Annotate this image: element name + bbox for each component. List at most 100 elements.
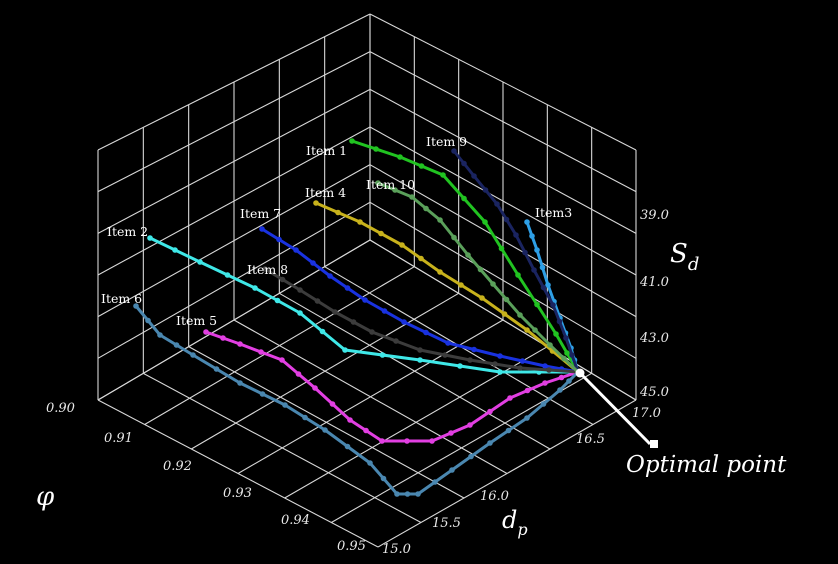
data-point — [313, 200, 319, 206]
phi-tick-label: 0.92 — [163, 459, 192, 474]
data-point — [524, 415, 530, 421]
data-point — [451, 234, 457, 241]
series-item-4 — [313, 200, 580, 374]
data-point — [404, 491, 411, 497]
data-point — [542, 380, 548, 386]
data-point — [220, 335, 226, 341]
data-point — [471, 173, 477, 179]
series-item-5 — [203, 329, 580, 444]
data-point — [479, 295, 485, 301]
data-point — [190, 352, 196, 358]
data-point — [423, 205, 429, 212]
annotation-arrow-head — [650, 440, 658, 448]
data-point — [274, 297, 281, 304]
data-point — [540, 401, 547, 407]
data-point — [501, 311, 508, 317]
data-point — [279, 357, 285, 363]
optimal-point-label: Optimal point — [626, 452, 787, 478]
data-point — [507, 395, 513, 401]
data-point — [322, 427, 328, 433]
data-point — [497, 353, 503, 359]
data-point — [276, 236, 282, 243]
series-item-10 — [375, 180, 580, 374]
grid-line — [369, 51, 637, 193]
data-point — [302, 414, 308, 421]
data-point — [461, 160, 467, 167]
data-point — [494, 201, 500, 207]
data-point — [432, 479, 438, 485]
series-label: Item 9 — [426, 134, 467, 149]
data-point — [350, 319, 357, 325]
data-point — [534, 301, 540, 308]
phi-tick-label: 0.95 — [337, 539, 366, 554]
series-label: Item 10 — [366, 177, 415, 192]
data-point — [524, 327, 530, 333]
data-point — [332, 309, 338, 315]
data-point — [224, 272, 231, 278]
data-point — [442, 352, 448, 358]
data-point — [314, 298, 321, 304]
data-point — [379, 438, 385, 444]
data-point — [540, 284, 547, 291]
data-point — [381, 308, 388, 314]
data-point — [550, 302, 556, 308]
data-point — [157, 332, 163, 338]
data-point — [297, 310, 303, 316]
data-point — [295, 371, 302, 377]
data-point — [529, 233, 535, 239]
data-point — [517, 365, 523, 371]
data-point — [319, 328, 326, 335]
data-point — [553, 331, 559, 337]
data-point — [418, 255, 424, 262]
dp-tick-label: 15.0 — [382, 542, 411, 557]
data-point — [393, 338, 399, 344]
data-point — [542, 363, 548, 369]
grid-line — [369, 239, 637, 401]
data-point — [467, 357, 473, 363]
dp-axis-subscript: p — [517, 520, 527, 539]
data-point — [440, 172, 446, 178]
data-point — [418, 163, 425, 169]
data-point — [344, 443, 351, 450]
data-point — [487, 440, 493, 446]
series-line — [148, 236, 580, 374]
data-point — [429, 438, 435, 444]
series-label: Item 5 — [176, 313, 217, 328]
data-point — [349, 138, 355, 144]
data-point — [293, 247, 299, 253]
data-point — [282, 402, 288, 408]
data-point — [556, 318, 563, 325]
data-point — [392, 187, 398, 193]
data-point — [259, 391, 266, 397]
series-label: Item 7 — [240, 206, 281, 221]
phi-tick-label: 0.91 — [104, 431, 133, 446]
data-point — [457, 363, 463, 369]
data-point — [515, 272, 521, 278]
data-point — [524, 219, 530, 225]
data-point — [532, 327, 538, 333]
data-point — [394, 491, 400, 497]
data-point — [492, 361, 498, 367]
data-point — [417, 347, 423, 353]
data-point — [497, 369, 503, 375]
data-point — [468, 453, 474, 460]
data-point — [517, 312, 523, 318]
data-point — [471, 346, 477, 353]
data-point — [415, 491, 421, 497]
sd-axis-subscript: d — [688, 254, 700, 275]
data-point — [561, 355, 567, 362]
data-point — [342, 347, 348, 353]
dp-axis-title: dp — [502, 506, 528, 539]
data-point — [461, 195, 467, 202]
data-point — [369, 329, 375, 335]
dp-tick-label: 16.0 — [480, 489, 509, 504]
series-item-7 — [259, 226, 580, 374]
data-point — [564, 350, 570, 356]
series-item-6 — [133, 303, 580, 497]
data-point — [262, 266, 268, 272]
sd-tick-label: 43.0 — [639, 331, 669, 346]
data-point — [404, 438, 410, 444]
data-point — [252, 285, 258, 291]
data-point — [487, 408, 493, 415]
data-point — [362, 297, 368, 303]
